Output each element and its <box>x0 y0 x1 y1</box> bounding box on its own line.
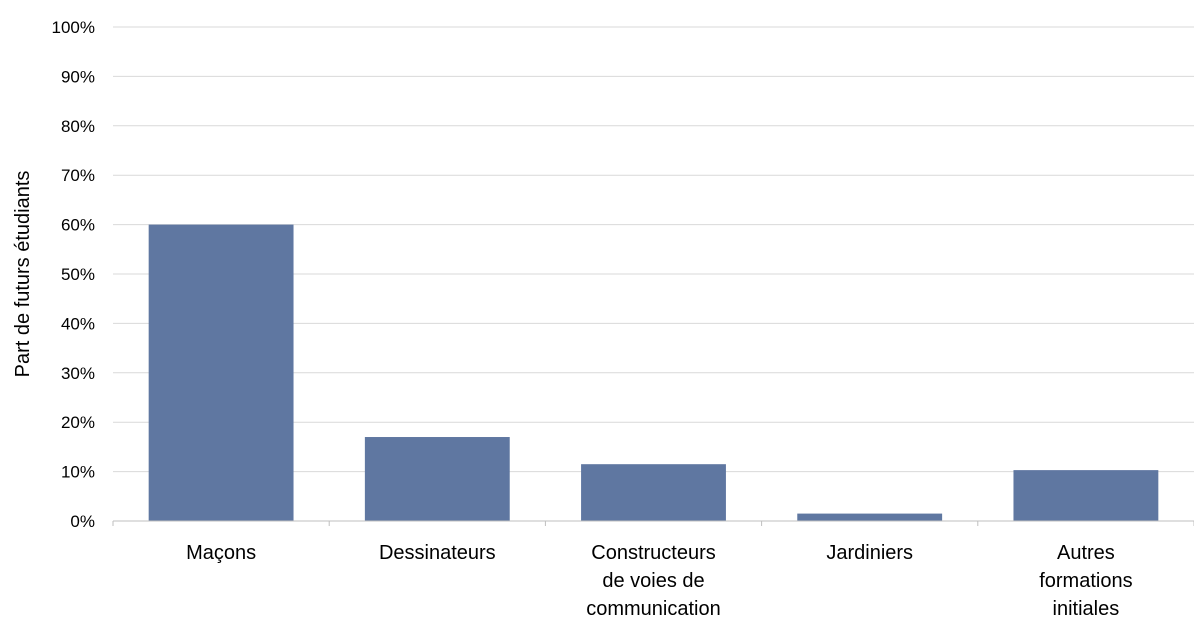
y-tick-label: 70% <box>61 166 95 185</box>
y-tick-label: 90% <box>61 67 95 86</box>
y-tick-label: 40% <box>61 314 95 333</box>
y-axis-label: Part de futurs étudiants <box>12 171 34 378</box>
bar <box>364 437 510 521</box>
bar <box>797 513 943 521</box>
x-tick-label: Constructeurs de voies de communication <box>586 542 721 620</box>
bars <box>148 224 1159 521</box>
x-tick-label: Maçons <box>186 542 256 564</box>
y-tick-label: 10% <box>61 463 95 482</box>
bar <box>1013 470 1159 521</box>
x-tick-label: Dessinateurs <box>379 542 496 564</box>
y-tick-label: 80% <box>61 117 95 136</box>
y-tick-label: 20% <box>61 413 95 432</box>
y-tick-label: 60% <box>61 216 95 235</box>
bar <box>581 464 726 521</box>
x-axis-labels: Maçons Dessinateurs Constructeurs de voies … <box>186 542 1133 620</box>
y-tick-label: 0% <box>70 512 95 531</box>
bar <box>148 224 294 521</box>
y-tick-label: 100% <box>52 18 95 37</box>
x-tick-label: Autres formations initiales <box>1039 542 1132 620</box>
y-tick-label: 30% <box>61 364 95 383</box>
x-tick-label: Jardiniers <box>826 542 913 564</box>
y-axis-ticks: 0% 10% 20% 30% 40% 50% 60% 70% 80% 90% 100% <box>52 18 95 531</box>
x-axis <box>112 520 1194 526</box>
y-tick-label: 50% <box>61 265 95 284</box>
